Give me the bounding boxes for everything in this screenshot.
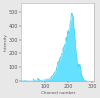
X-axis label: Channel number: Channel number xyxy=(41,91,75,95)
Y-axis label: Intensity: Intensity xyxy=(4,33,8,51)
